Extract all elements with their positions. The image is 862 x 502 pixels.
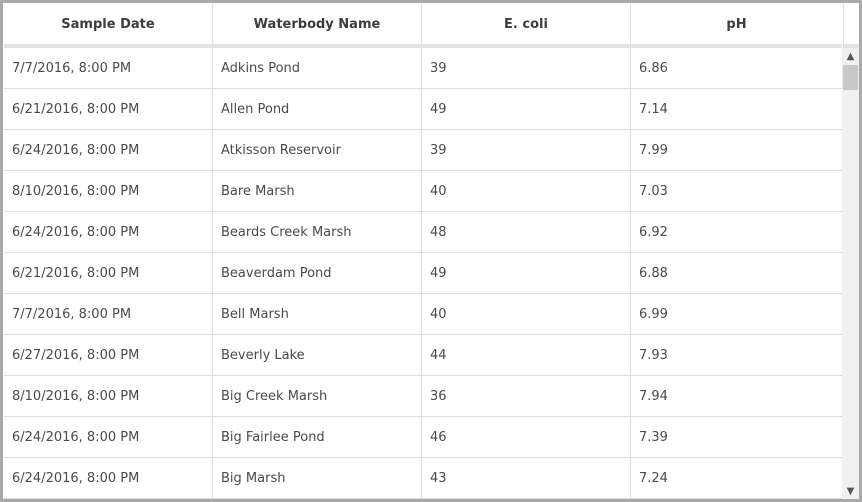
e-coli-cell: 44 <box>422 335 631 375</box>
table-row[interactable]: 6/24/2016, 8:00 PM Big Fairlee Pond 46 7.39 <box>4 417 842 458</box>
sample-date-cell: 8/10/2016, 8:00 PM <box>4 376 213 416</box>
table-row[interactable]: 6/24/2016, 8:00 PM Beards Creek Marsh 48 6.… <box>4 212 842 253</box>
e-coli-cell: 43 <box>422 458 631 498</box>
waterbody-name-cell: Bell Marsh <box>213 294 422 334</box>
sample-date-cell: 6/24/2016, 8:00 PM <box>4 417 213 457</box>
e-coli-cell: 46 <box>422 417 631 457</box>
sample-date-cell: 7/7/2016, 8:00 PM <box>4 48 213 88</box>
ph-cell: 6.88 <box>639 265 668 281</box>
table-row[interactable]: 7/7/2016, 8:00 PM Adkins Pond 39 6.86 <box>4 48 842 89</box>
table-row[interactable]: 7/7/2016, 8:00 PM Bell Marsh 40 6.99 <box>4 294 842 335</box>
sample-date-cell: 6/27/2016, 8:00 PM <box>4 335 213 375</box>
e-coli-cell: 39 <box>422 48 631 88</box>
column-header-e-coli[interactable]: E. coli <box>422 4 631 44</box>
table-row[interactable]: 6/21/2016, 8:00 PM Beaverdam Pond 49 6.88 <box>4 253 842 294</box>
table-row[interactable]: 8/10/2016, 8:00 PM Bare Marsh 40 7.03 <box>4 171 842 212</box>
waterbody-name-cell: Beverly Lake <box>213 335 422 375</box>
sample-date-cell: 7/7/2016, 8:00 PM <box>4 294 213 334</box>
e-coli-cell: 49 <box>422 253 631 293</box>
ph-cell: 7.93 <box>639 347 668 363</box>
waterbody-name-cell: Atkisson Reservoir <box>213 130 422 170</box>
chevron-up-icon[interactable]: ▲ <box>846 50 855 62</box>
e-coli-cell: 39 <box>422 130 631 170</box>
scrollbar-thumb[interactable] <box>843 65 858 90</box>
table-row[interactable]: 6/24/2016, 8:00 PM Big Marsh 43 7.24 <box>4 458 842 499</box>
table-row[interactable]: 6/21/2016, 8:00 PM Allen Pond 49 7.14 <box>4 89 842 130</box>
table-row[interactable]: 6/24/2016, 8:00 PM Atkisson Reservoir 39 7.… <box>4 130 842 171</box>
ph-cell: 6.99 <box>639 306 668 322</box>
table-row[interactable]: 6/27/2016, 8:00 PM Beverly Lake 44 7.93 <box>4 335 842 376</box>
column-header-ph[interactable]: pH <box>726 16 747 32</box>
waterbody-name-cell: Bare Marsh <box>213 171 422 211</box>
e-coli-cell: 36 <box>422 376 631 416</box>
ph-cell: 7.39 <box>639 429 668 445</box>
e-coli-cell: 40 <box>422 294 631 334</box>
waterbody-name-cell: Big Fairlee Pond <box>213 417 422 457</box>
header-filler <box>843 4 859 48</box>
sample-date-cell: 6/24/2016, 8:00 PM <box>4 130 213 170</box>
ph-cell: 7.03 <box>639 183 668 199</box>
ph-cell: 7.24 <box>639 470 668 486</box>
ph-cell: 7.14 <box>639 101 668 117</box>
ph-cell: 6.92 <box>639 224 668 240</box>
e-coli-cell: 48 <box>422 212 631 252</box>
waterbody-name-cell: Big Marsh <box>213 458 422 498</box>
ph-cell: 7.94 <box>639 388 668 404</box>
e-coli-cell: 49 <box>422 89 631 129</box>
column-header-sample-date[interactable]: Sample Date <box>4 4 213 44</box>
waterbody-name-cell: Big Creek Marsh <box>213 376 422 416</box>
grid-body: 7/7/2016, 8:00 PM Adkins Pond 39 6.86 6/21/2… <box>4 48 842 499</box>
table-row[interactable]: 8/10/2016, 8:00 PM Big Creek Marsh 36 7.94 <box>4 376 842 417</box>
sample-date-cell: 8/10/2016, 8:00 PM <box>4 171 213 211</box>
column-header-waterbody-name[interactable]: Waterbody Name <box>213 4 422 44</box>
chevron-down-icon[interactable]: ▼ <box>846 485 855 497</box>
sample-date-cell: 6/24/2016, 8:00 PM <box>4 458 213 498</box>
sample-date-cell: 6/21/2016, 8:00 PM <box>4 89 213 129</box>
e-coli-cell: 40 <box>422 171 631 211</box>
sample-date-cell: 6/21/2016, 8:00 PM <box>4 253 213 293</box>
ph-cell: 7.99 <box>639 142 668 158</box>
waterbody-name-cell: Allen Pond <box>213 89 422 129</box>
waterbody-name-cell: Beards Creek Marsh <box>213 212 422 252</box>
ph-cell: 6.86 <box>639 60 668 76</box>
waterbody-name-cell: Adkins Pond <box>213 48 422 88</box>
vertical-scrollbar[interactable]: ▲ ▼ <box>842 48 859 499</box>
waterbody-name-cell: Beaverdam Pond <box>213 253 422 293</box>
grid-header: Sample Date Waterbody Name E. coli pH <box>4 4 842 48</box>
sample-date-cell: 6/24/2016, 8:00 PM <box>4 212 213 252</box>
